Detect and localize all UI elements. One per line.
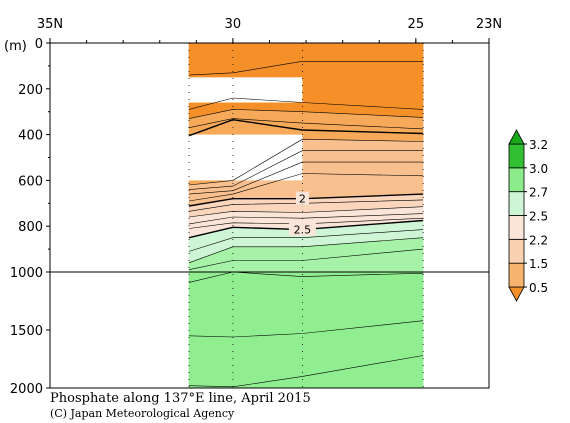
- missing-data-area: [188, 77, 303, 103]
- contour-lines: [188, 61, 424, 388]
- contour-line: [188, 109, 424, 119]
- y-tick-label: 400: [18, 129, 43, 144]
- contour-line: [188, 320, 424, 338]
- x-tick-label: 35N: [37, 17, 63, 32]
- colorbar-segment: [508, 262, 525, 288]
- colorbar-bottom-arrow: [508, 286, 525, 302]
- contour-line: [188, 161, 424, 195]
- colorbar-segment: [508, 167, 525, 193]
- contour-line: [188, 150, 424, 190]
- y-unit-label: (m): [4, 39, 27, 54]
- x-tick-label: 25: [408, 17, 425, 32]
- colorbar-label: 3.2: [529, 138, 548, 152]
- colorbar-segment: [508, 238, 525, 264]
- y-tick-label: 200: [18, 83, 43, 98]
- missing-data-areas: [188, 77, 303, 181]
- colorbar-segment: [508, 215, 525, 240]
- contour-label: 2: [299, 193, 306, 206]
- y-tick-label: 1000: [10, 266, 43, 281]
- colorbar-top-arrow: [508, 129, 525, 145]
- colorbar: 0.5 1.5 2.2 2.5 2.7 3.0 3.2: [508, 129, 548, 302]
- colorbar-label: 2.2: [529, 233, 548, 247]
- credit-text: (C) Japan Meteorological Agency: [50, 407, 235, 420]
- missing-data-area: [188, 134, 303, 181]
- colorbar-label: 3.0: [529, 162, 548, 176]
- colorbar-label: 2.5: [529, 210, 548, 224]
- contour-line: [188, 229, 424, 252]
- y-tick-label: 2000: [10, 382, 43, 397]
- y-tick-label: 0: [35, 37, 43, 52]
- x-tick-label: 30: [225, 17, 242, 32]
- colorbar-segment: [508, 191, 525, 216]
- contour-label-bg: [295, 191, 309, 205]
- contour-labels: 22.5: [288, 191, 316, 237]
- colorbar-label: 1.5: [529, 257, 548, 271]
- colorbar-label: 2.7: [529, 186, 548, 200]
- y-axis: 0 200 400 600 800 1000 1500 2000 (m): [4, 37, 50, 397]
- colorbar-segment: [508, 143, 525, 169]
- contour-line: [188, 138, 424, 186]
- contour-line: [188, 217, 424, 229]
- contour-line: [188, 271, 424, 283]
- contour-line: [188, 206, 424, 218]
- contour-line: [188, 199, 424, 212]
- x-axis: 35N 30 25 23N: [37, 17, 502, 43]
- color-band: [188, 271, 424, 389]
- contour-line: [188, 118, 424, 130]
- x-tick-label: 23N: [476, 17, 502, 32]
- contour-line: [188, 97, 424, 110]
- colorbar-label: 0.5: [529, 281, 548, 295]
- contour-line: [188, 193, 424, 207]
- contour-line: [188, 173, 424, 202]
- contour-line: [188, 237, 424, 264]
- contour-line: [188, 248, 424, 270]
- station-markers: [188, 43, 424, 388]
- contour-line: [188, 61, 424, 76]
- contour-line: [188, 213, 424, 225]
- contour-label-bg: [288, 222, 316, 236]
- contour-line: [188, 219, 424, 239]
- y-tick-label: 600: [18, 174, 43, 189]
- y-tick-label: 1500: [10, 324, 43, 339]
- contour-line: [188, 118, 424, 137]
- y-tick-label: 800: [18, 220, 43, 235]
- contour-line: [188, 355, 424, 388]
- contour-label: 2.5: [294, 224, 312, 237]
- chart-title: Phosphate along 137°E line, April 2015: [50, 391, 311, 406]
